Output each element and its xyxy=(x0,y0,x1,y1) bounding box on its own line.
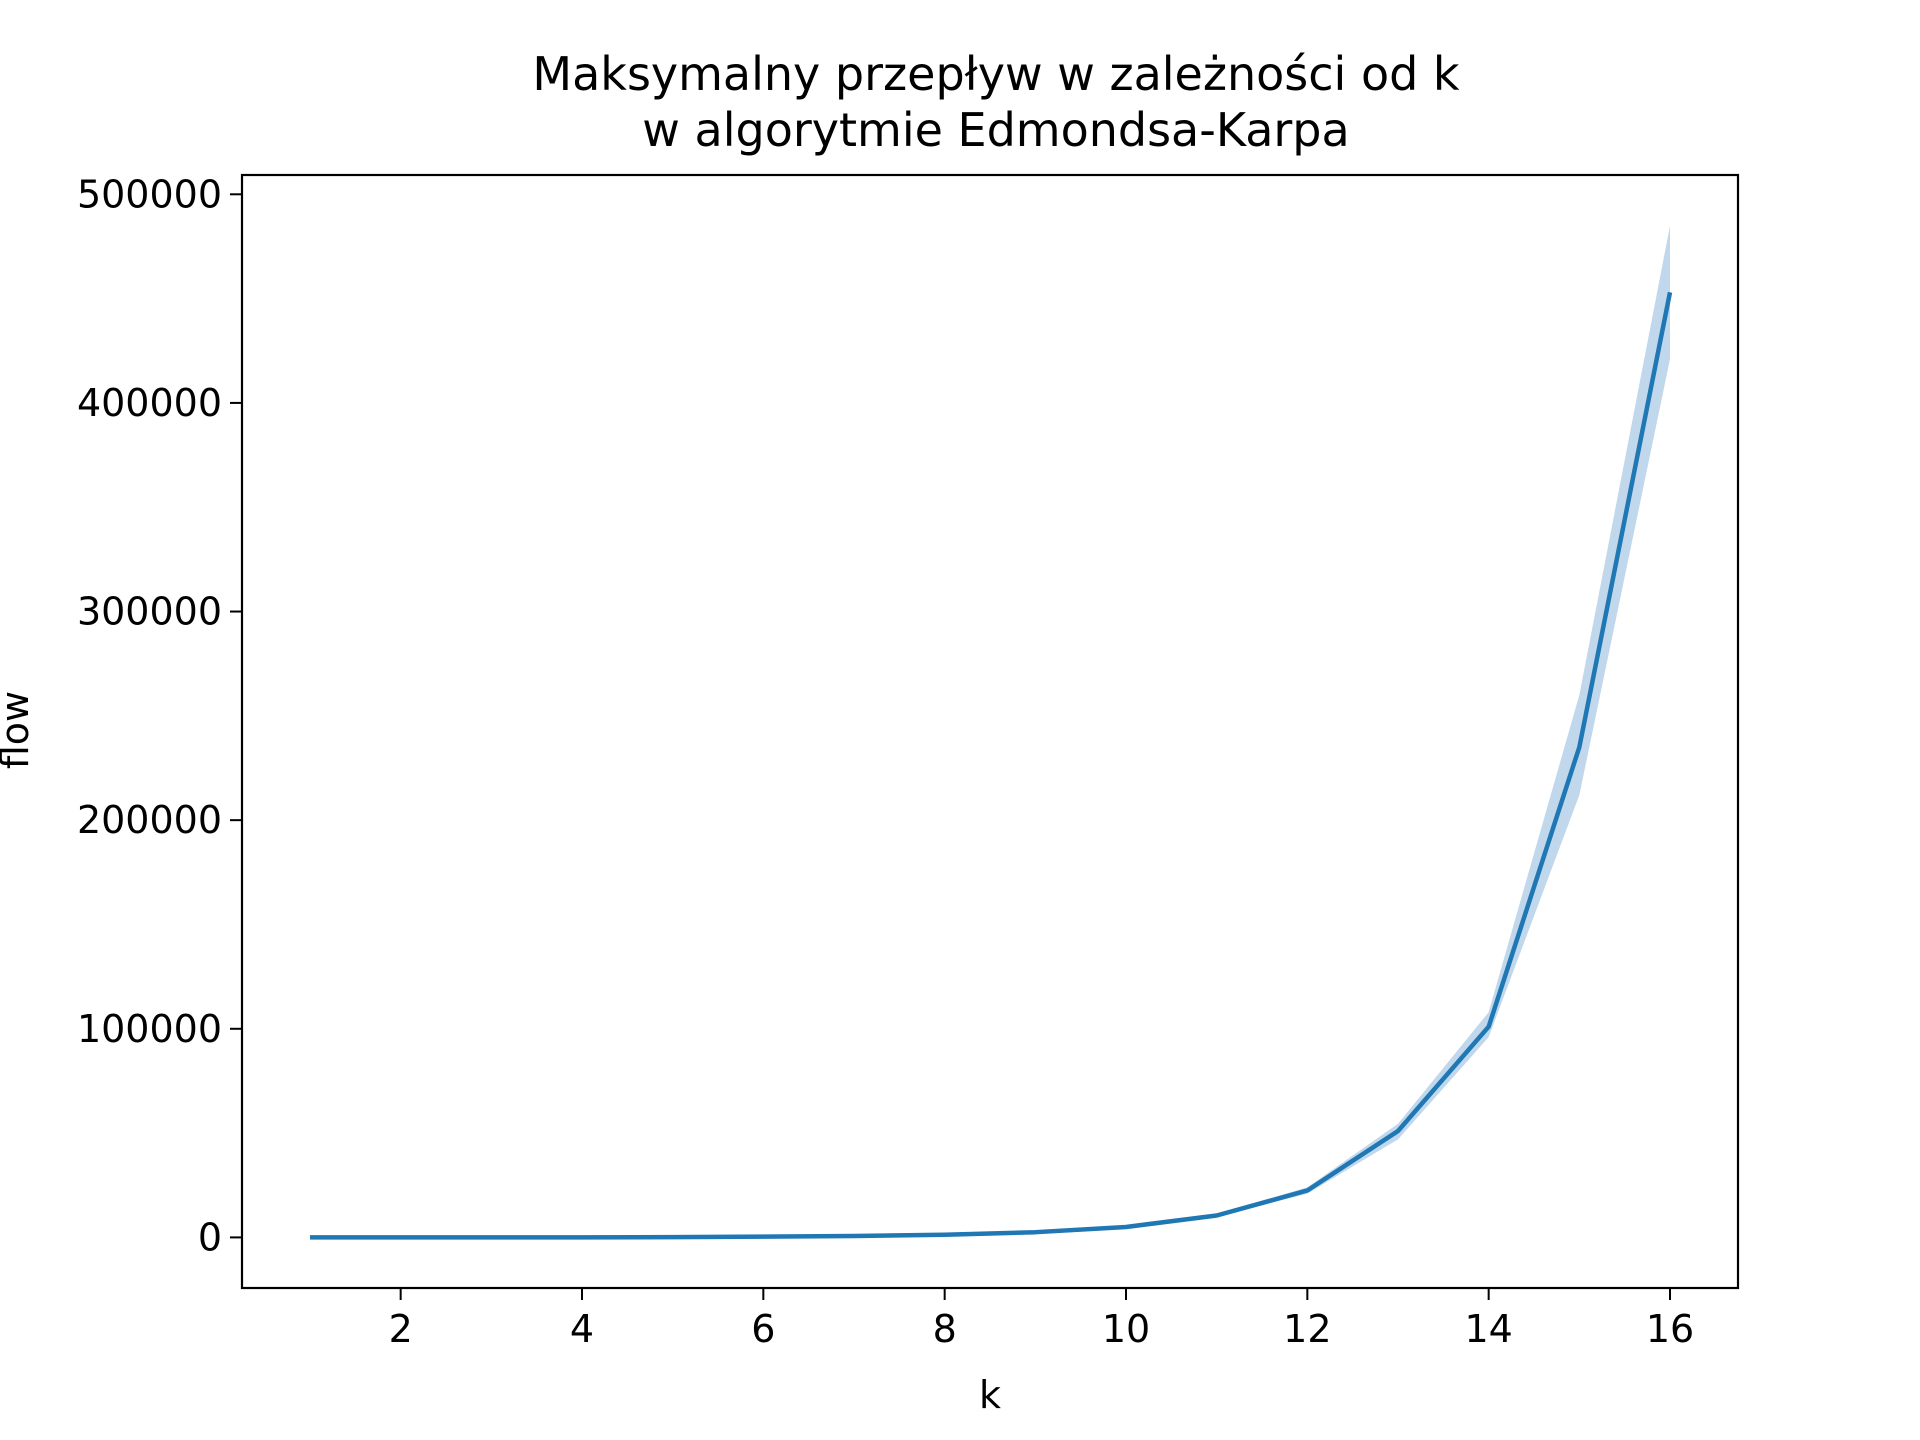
y-tick-label: 0 xyxy=(198,1215,222,1259)
y-tick-label: 300000 xyxy=(77,590,222,634)
y-tick-label: 500000 xyxy=(77,172,222,216)
axes-frame xyxy=(240,173,1740,1290)
x-tick-label: 2 xyxy=(389,1307,413,1351)
x-tick-label: 10 xyxy=(1102,1307,1150,1351)
x-axis: 2 4 6 8 10 12 14 16 xyxy=(389,1288,1694,1351)
y-axis: 0 100000 200000 300000 400000 500000 xyxy=(77,172,242,1259)
x-tick-label: 12 xyxy=(1283,1307,1331,1351)
x-axis-label: k xyxy=(979,1373,1001,1417)
chart-title-line-2: w algorytmie Edmondsa-Karpa xyxy=(642,103,1349,157)
x-tick-label: 4 xyxy=(570,1307,594,1351)
y-tick-label: 400000 xyxy=(77,381,222,425)
y-tick-label: 100000 xyxy=(77,1007,222,1051)
x-tick-label: 8 xyxy=(933,1307,957,1351)
series-line xyxy=(309,291,1673,1240)
y-tick-label: 200000 xyxy=(77,798,222,842)
confidence-band xyxy=(310,225,1670,1238)
x-tick-label: 6 xyxy=(751,1307,775,1351)
x-tick-label: 16 xyxy=(1646,1307,1694,1351)
chart-title-line-1: Maksymalny przepływ w zależności od k xyxy=(532,47,1460,101)
y-axis-label: flow xyxy=(0,691,37,769)
plot-area xyxy=(309,225,1673,1240)
x-tick-label: 14 xyxy=(1464,1307,1512,1351)
